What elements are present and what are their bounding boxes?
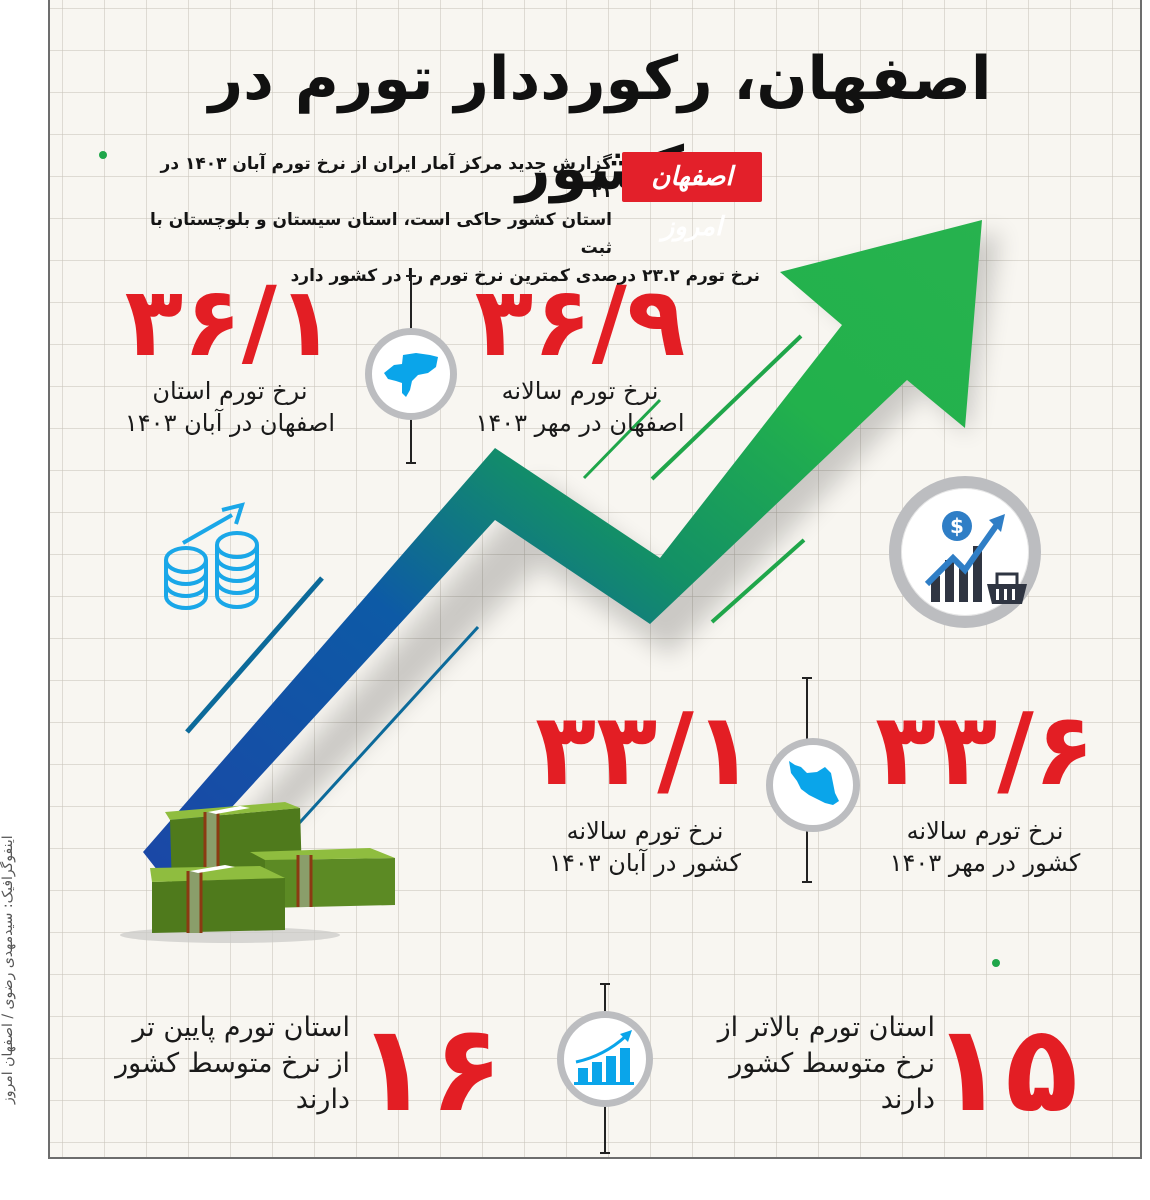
label-line: کشور در مهر ۱۴۰۳ [889, 849, 1081, 877]
isfahan-map-badge [365, 328, 457, 420]
isfahan-mehr-label: نرخ تورم سالانه اصفهان در مهر ۱۴۰۳ [460, 375, 700, 439]
label-line: اصفهان در مهر ۱۴۰۳ [475, 409, 685, 437]
money-stacks-icon [120, 802, 395, 943]
label-line: کشور در آبان ۱۴۰۳ [549, 849, 741, 877]
label-line: نرخ تورم استان [152, 377, 308, 405]
divider-tick [406, 275, 416, 277]
below-average-count: ۱۶ [356, 1000, 504, 1139]
isfahan-emrooz-logo: اصفهان امروز [622, 152, 762, 242]
below-average-text: استان تورم پایین تر از نرخ متوسط کشور دا… [100, 1010, 350, 1118]
isfahan-aban-label: نرخ تورم استان اصفهان در آبان ۱۴۰۳ [110, 375, 350, 439]
label-line: نرخ تورم سالانه [501, 377, 659, 405]
growth-chart-badge [557, 1011, 653, 1107]
above-average-text: استان تورم بالاتر از نرخ متوسط کشور دارن… [685, 1010, 935, 1118]
label-line: نرخ تورم سالانه [566, 817, 724, 845]
iran-map-icon [789, 761, 839, 805]
intro-line-2: استان کشور حاکی است، استان سیستان و بلوچ… [150, 210, 612, 258]
divider-tick [600, 1152, 610, 1154]
isfahan-province-map-icon [384, 353, 438, 397]
divider-tick [802, 677, 812, 679]
intro-line-3: نرخ تورم ۲۳.۲ درصدی کمترین نرخ تورم را د… [290, 266, 760, 286]
label-line: نرخ تورم سالانه [906, 817, 1064, 845]
country-mehr-value: ۳۳/۶ [875, 691, 1095, 808]
divider-tick [802, 881, 812, 883]
coins-growth-icon [164, 502, 259, 610]
isfahan-aban-value: ۳۶/۱ [124, 266, 336, 378]
country-mehr-label: نرخ تورم سالانه کشور در مهر ۱۴۰۳ [860, 815, 1110, 879]
text-line: استان تورم پایین تر [132, 1012, 350, 1043]
isfahan-mehr-value: ۳۶/۹ [474, 266, 686, 378]
label-line: اصفهان در آبان ۱۴۰۳ [124, 409, 336, 437]
text-line: نرخ متوسط کشور [729, 1048, 935, 1079]
svg-text:$: $ [950, 514, 964, 538]
country-aban-value: ۳۳/۱ [535, 691, 755, 808]
market-badge: $ [889, 476, 1041, 628]
above-average-count: ۱۵ [931, 1000, 1079, 1139]
iran-map-badge [766, 738, 860, 832]
text-line: از نرخ متوسط کشور [115, 1048, 350, 1079]
intro-line-1: گزارش جدید مرکز آمار ایران از نرخ تورم آ… [160, 154, 612, 202]
rising-trend-arrow [143, 220, 1000, 910]
country-aban-label: نرخ تورم سالانه کشور در آبان ۱۴۰۳ [520, 815, 770, 879]
chart-axes [99, 151, 1000, 967]
text-line: استان تورم بالاتر از [717, 1012, 935, 1043]
market-chart-basket-icon: $ [924, 511, 1027, 604]
intro-paragraph: گزارش جدید مرکز آمار ایران از نرخ تورم آ… [148, 150, 760, 290]
author-credit: اینفوگرافیک: سیدمهدی رضوی / اصفهان امروز [0, 835, 16, 1105]
divider-tick [406, 462, 416, 464]
text-line: دارند [880, 1084, 935, 1115]
divider-tick [600, 983, 610, 985]
bar-chart-growth-icon [574, 1030, 634, 1085]
text-line: دارند [295, 1084, 350, 1115]
